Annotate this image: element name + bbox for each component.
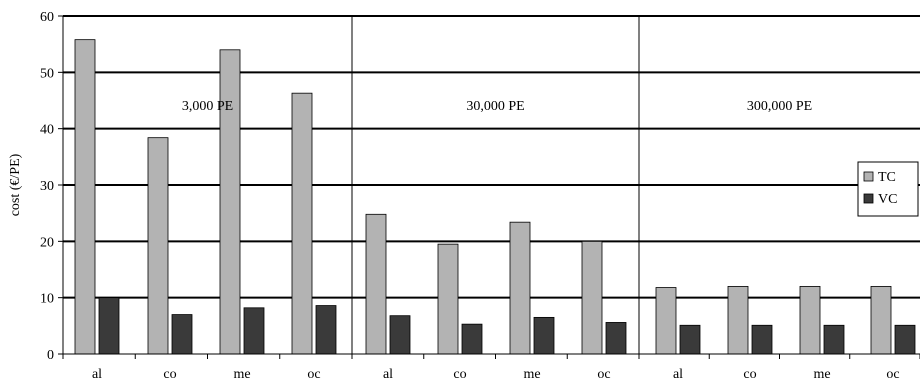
bar-vc xyxy=(461,323,483,355)
legend-label-vc: VC xyxy=(878,192,897,207)
bar-vc xyxy=(389,315,411,355)
bar-tc xyxy=(581,240,603,355)
bar-tc xyxy=(365,213,387,355)
x-tick-label: me xyxy=(233,367,250,382)
gridlines xyxy=(63,15,920,299)
bar-tc xyxy=(437,243,459,355)
panel-label: 30,000 PE xyxy=(466,99,524,114)
bar-vc xyxy=(894,324,916,355)
y-tick-label: 60 xyxy=(40,10,54,25)
bar-tc xyxy=(655,287,677,355)
bar-vc xyxy=(533,316,555,355)
bar-tc xyxy=(291,92,313,355)
bar-vc xyxy=(98,297,120,355)
y-tick-label: 20 xyxy=(40,235,54,250)
bar-vc xyxy=(751,324,773,355)
x-tick-label: me xyxy=(523,367,540,382)
legend-label-tc: TC xyxy=(878,170,896,185)
bar-vc xyxy=(823,324,845,355)
y-tick-label: 50 xyxy=(40,66,54,81)
y-tick-label: 40 xyxy=(40,123,54,138)
bar-vc xyxy=(171,314,193,355)
panel-label: 300,000 PE xyxy=(747,99,812,114)
x-tick-label: oc xyxy=(597,367,610,382)
bar-vc xyxy=(679,324,701,355)
bar-vc xyxy=(605,322,627,355)
panel-label: 3,000 PE xyxy=(182,99,233,114)
bar-vc xyxy=(315,305,337,355)
y-tick-label: 30 xyxy=(40,179,54,194)
legend-box xyxy=(857,161,919,217)
bar-tc xyxy=(509,221,531,355)
x-tick-label: al xyxy=(92,367,102,382)
bar-tc xyxy=(870,285,892,355)
legend-swatch-vc xyxy=(863,193,874,204)
y-tick-label: 10 xyxy=(40,292,54,307)
y-tick-label: 0 xyxy=(47,348,54,363)
bar-tc xyxy=(147,137,169,355)
x-tick-label: me xyxy=(813,367,830,382)
bar-tc xyxy=(799,285,821,355)
bar-tc xyxy=(727,285,749,355)
y-axis-label: cost (€/PE) xyxy=(8,153,23,216)
bar-tc xyxy=(74,39,96,355)
bar-tc xyxy=(219,49,241,355)
x-tick-label: al xyxy=(383,367,393,382)
x-tick-label: co xyxy=(453,367,466,382)
x-tick-label: co xyxy=(163,367,176,382)
bars xyxy=(74,39,916,355)
bar-vc xyxy=(243,307,265,355)
axes xyxy=(58,15,920,359)
legend: TC VC xyxy=(857,161,919,217)
x-tick-label: oc xyxy=(886,367,899,382)
x-tick-label: oc xyxy=(307,367,320,382)
x-tick-label: co xyxy=(743,367,756,382)
labels: 0 10 20 30 40 50 60 3,000 PE al co me oc 30,000 PE al… xyxy=(40,10,900,382)
x-tick-label: al xyxy=(673,367,683,382)
legend-swatch-tc xyxy=(863,171,874,182)
